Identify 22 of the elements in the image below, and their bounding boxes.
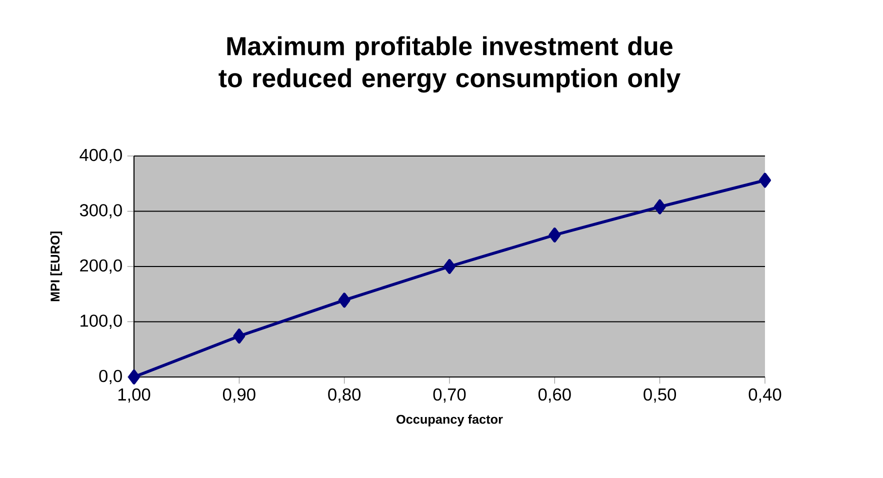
x-tick-label: 0,60 — [538, 388, 571, 403]
point — [444, 259, 456, 274]
point — [233, 328, 246, 344]
x-tick-label: 0,80 — [328, 388, 361, 403]
x-tick-label: 0,40 — [748, 388, 782, 403]
point — [128, 370, 140, 384]
point — [548, 228, 561, 242]
y-axis-title: MPI [EURO] — [50, 232, 62, 302]
y-tick-label: 100,0 — [80, 314, 122, 329]
point — [654, 199, 666, 214]
chart-title: Maximum profitable investment due to reduced energy consumption only — [218, 36, 680, 93]
x-tick-label: 0,90 — [222, 388, 256, 403]
y-tick-label: 400,0 — [80, 148, 122, 164]
x-tick-label: 0,70 — [433, 388, 466, 403]
y-tick-label: 0,0 — [99, 370, 122, 384]
y-tick-label: 300,0 — [80, 204, 122, 218]
y-tick-label: 200,0 — [80, 259, 122, 274]
x-tick-label: 1,00 — [118, 388, 150, 403]
x-tick-label: 0,50 — [644, 388, 676, 403]
x-axis-title: Occupancy factor — [396, 414, 503, 426]
point — [338, 292, 350, 308]
point — [759, 172, 771, 188]
